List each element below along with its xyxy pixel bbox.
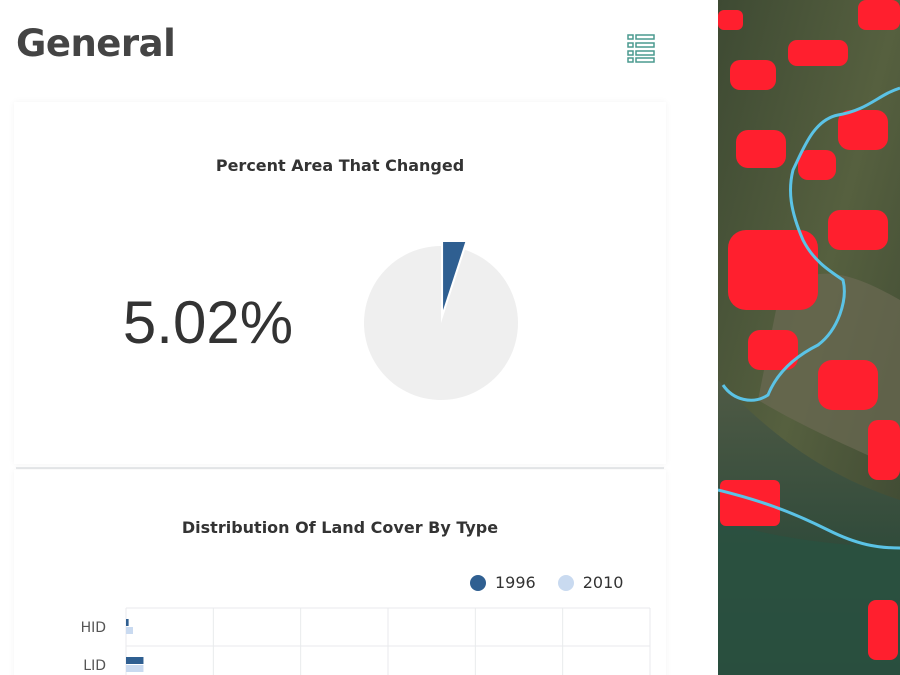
percent-change-pie-chart [364,242,518,400]
legend-label-1996: 1996 [495,573,536,592]
bar-category-label: LID [83,658,106,674]
bar-lid-2010[interactable] [126,665,144,672]
bar-hid-1996[interactable] [126,619,129,626]
pie-slice-changed[interactable] [442,242,467,314]
card-divider [16,467,664,469]
land-cover-card: Distribution Of Land Cover By Type 1996 … [14,470,666,675]
pie-slice-unchanged[interactable] [364,246,518,400]
stats-panel: General Percent Area That Changed 5.02% … [14,22,666,675]
legend-swatch-1996 [470,574,486,591]
list-view-icon [627,34,655,63]
legend-label-2010: 2010 [582,573,624,592]
land-cover-legend: 1996 2010 [470,573,623,592]
map-lower-water [718,520,900,675]
bar-lid-1996[interactable] [126,657,144,664]
map-boundary-line [718,86,900,550]
list-view-button[interactable] [624,32,658,64]
bar-hid-2010[interactable] [126,627,133,634]
percent-change-card: Percent Area That Changed 5.02% [14,102,666,464]
page-title: General [16,22,176,65]
percent-change-title: Percent Area That Changed [215,156,465,175]
percent-change-value: 5.02% [122,289,294,356]
land-cover-title: Distribution Of Land Cover By Type [181,518,499,537]
satellite-map[interactable] [718,0,900,675]
legend-item-2010[interactable]: 2010 [557,573,624,592]
map-change-areas [718,0,900,660]
legend-item-1996[interactable]: 1996 [470,573,536,592]
map-imagery [718,0,900,675]
bar-category-label: HID [81,620,106,636]
land-cover-bar-chart: HID LID [81,607,651,675]
legend-swatch-2010 [557,574,574,591]
